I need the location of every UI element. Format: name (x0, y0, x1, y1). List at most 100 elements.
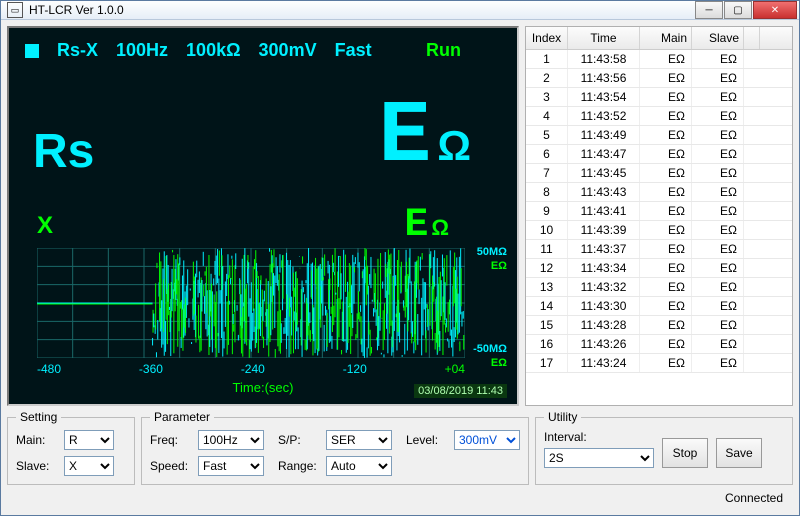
table-cell: 11:43:41 (568, 202, 640, 220)
run-status: Run (426, 40, 461, 61)
table-cell: 11:43:47 (568, 145, 640, 163)
slave-label: Slave: (16, 459, 60, 473)
table-cell: EΩ (640, 278, 692, 296)
table-cell: EΩ (692, 297, 744, 315)
table-row[interactable]: 911:43:41EΩEΩ (526, 202, 792, 221)
parameter-group: Parameter Freq: 100Hz S/P: SER Level: 30… (141, 410, 529, 485)
table-row[interactable]: 711:43:45EΩEΩ (526, 164, 792, 183)
table-cell: 13 (526, 278, 568, 296)
table-row[interactable]: 111:43:58EΩEΩ (526, 50, 792, 69)
table-cell: 16 (526, 335, 568, 353)
table-cell: 11:43:34 (568, 259, 640, 277)
window-controls: ─ ▢ ✕ (694, 1, 797, 19)
setting-legend: Setting (16, 410, 61, 424)
maximize-button[interactable]: ▢ (724, 1, 752, 19)
table-cell: 11 (526, 240, 568, 258)
table-body[interactable]: 111:43:58EΩEΩ211:43:56EΩEΩ311:43:54EΩEΩ4… (526, 50, 792, 405)
y-bot-green: EΩ (491, 357, 507, 369)
table-cell: 6 (526, 145, 568, 163)
table-row[interactable]: 1411:43:30EΩEΩ (526, 297, 792, 316)
sp-label: S/P: (278, 433, 322, 447)
x-tick: -480 (37, 362, 61, 376)
level-label: Level: (406, 433, 450, 447)
table-cell: 11:43:28 (568, 316, 640, 334)
table-row[interactable]: 1611:43:26EΩEΩ (526, 335, 792, 354)
table-row[interactable]: 1511:43:28EΩEΩ (526, 316, 792, 335)
table-cell: EΩ (640, 316, 692, 334)
x-tick-labels: -480 -360 -240 -120 +04 (37, 362, 465, 376)
table-cell: 10 (526, 221, 568, 239)
setting-group: Setting Main: R Slave: X (7, 410, 135, 485)
display-timestamp: 03/08/2019 11:43 (414, 384, 507, 398)
table-cell: EΩ (640, 354, 692, 372)
table-row[interactable]: 1111:43:37EΩEΩ (526, 240, 792, 259)
table-cell: EΩ (640, 126, 692, 144)
utility-legend: Utility (544, 410, 581, 424)
table-row[interactable]: 211:43:56EΩEΩ (526, 69, 792, 88)
col-slave[interactable]: Slave (692, 27, 744, 49)
range-select[interactable]: Auto (326, 456, 392, 476)
save-button[interactable]: Save (716, 438, 762, 468)
mode-indicator-icon (25, 44, 39, 58)
table-cell: 11:43:37 (568, 240, 640, 258)
table-row[interactable]: 411:43:52EΩEΩ (526, 107, 792, 126)
table-cell: 4 (526, 107, 568, 125)
level-select[interactable]: 300mV (454, 430, 520, 450)
table-cell: EΩ (640, 297, 692, 315)
interval-select[interactable]: 2S (544, 448, 654, 468)
range-label: Range: (278, 459, 322, 473)
main-select[interactable]: R (64, 430, 114, 450)
table-row[interactable]: 811:43:43EΩEΩ (526, 183, 792, 202)
parameter-legend: Parameter (150, 410, 214, 424)
col-main[interactable]: Main (640, 27, 692, 49)
interval-label: Interval: (544, 430, 654, 444)
table-cell: EΩ (640, 259, 692, 277)
secondary-unit: Ω (431, 215, 449, 241)
speed-select[interactable]: Fast (198, 456, 264, 476)
table-row[interactable]: 511:43:49EΩEΩ (526, 126, 792, 145)
col-spacer (744, 27, 760, 49)
utility-group: Utility Interval: 2S Stop Save (535, 410, 793, 485)
table-cell: EΩ (640, 240, 692, 258)
table-cell: EΩ (692, 126, 744, 144)
sp-select[interactable]: SER (326, 430, 392, 450)
freq-select[interactable]: 100Hz (198, 430, 264, 450)
table-cell: EΩ (640, 183, 692, 201)
top-row: Rs-X 100Hz 100kΩ 300mV Fast Run Rs E Ω X… (7, 26, 793, 406)
level-text: 300mV (259, 40, 317, 61)
table-row[interactable]: 1011:43:39EΩEΩ (526, 221, 792, 240)
y-top-cyan: 50MΩ (477, 246, 507, 258)
table-cell: EΩ (692, 145, 744, 163)
table-cell: 7 (526, 164, 568, 182)
table-cell: EΩ (640, 50, 692, 68)
y-top-green: EΩ (491, 260, 507, 272)
table-cell: 11:43:58 (568, 50, 640, 68)
table-cell: 11:43:24 (568, 354, 640, 372)
stop-button[interactable]: Stop (662, 438, 708, 468)
table-row[interactable]: 311:43:54EΩEΩ (526, 88, 792, 107)
x-tick: -360 (139, 362, 163, 376)
close-button[interactable]: ✕ (753, 1, 797, 19)
table-cell: EΩ (692, 221, 744, 239)
table-cell: 11:43:32 (568, 278, 640, 296)
table-row[interactable]: 1711:43:24EΩEΩ (526, 354, 792, 373)
secondary-label: X (37, 212, 53, 240)
table-row[interactable]: 611:43:47EΩEΩ (526, 145, 792, 164)
slave-select[interactable]: X (64, 456, 114, 476)
table-cell: EΩ (640, 221, 692, 239)
table-cell: 3 (526, 88, 568, 106)
col-index[interactable]: Index (526, 27, 568, 49)
table-row[interactable]: 1211:43:34EΩEΩ (526, 259, 792, 278)
table-row[interactable]: 1311:43:32EΩEΩ (526, 278, 792, 297)
table-cell: 17 (526, 354, 568, 372)
table-cell: EΩ (692, 183, 744, 201)
mode-text: Rs-X (57, 40, 98, 61)
bottom-controls: Setting Main: R Slave: X Parameter Freq:… (7, 410, 793, 485)
window-title: HT-LCR Ver 1.0.0 (29, 3, 694, 17)
measurement-display: Rs-X 100Hz 100kΩ 300mV Fast Run Rs E Ω X… (7, 26, 519, 406)
col-time[interactable]: Time (568, 27, 640, 49)
range-text: 100kΩ (186, 40, 240, 61)
table-cell: 8 (526, 183, 568, 201)
titlebar[interactable]: ▭ HT-LCR Ver 1.0.0 ─ ▢ ✕ (1, 1, 799, 20)
minimize-button[interactable]: ─ (695, 1, 723, 19)
